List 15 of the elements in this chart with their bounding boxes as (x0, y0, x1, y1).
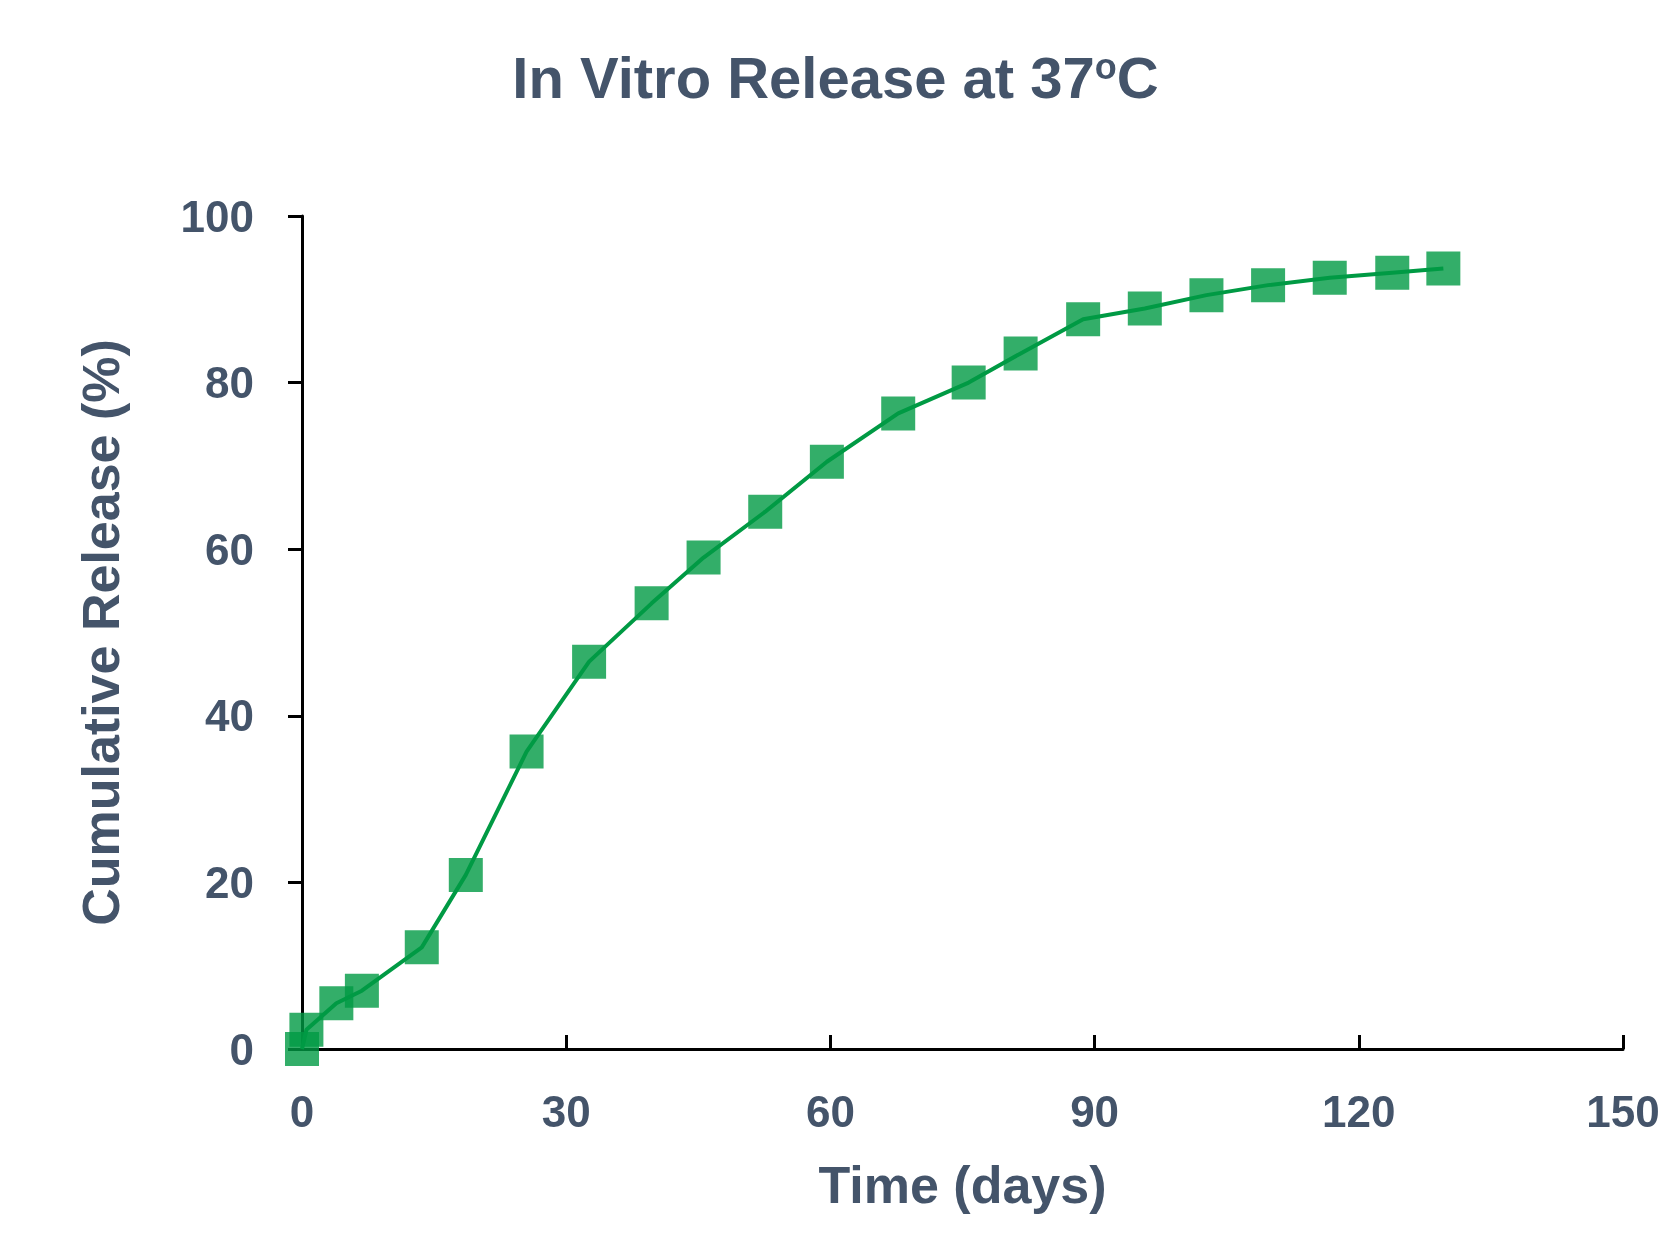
x-tick-label: 150 (1586, 1086, 1660, 1136)
y-axis-title: Cumulative Release (%) (72, 339, 130, 926)
y-tick-label: 0 (229, 1024, 254, 1074)
x-tick-label: 90 (1070, 1086, 1120, 1136)
y-tick-label: 80 (205, 358, 254, 408)
y-tick-label: 20 (205, 857, 254, 907)
x-tick-label: 60 (805, 1086, 855, 1136)
point (1426, 251, 1461, 286)
y-tick-label: 40 (205, 691, 254, 741)
y-tick-label: 60 (205, 524, 254, 574)
y-tick-label: 100 (180, 191, 254, 241)
x-tick-label: 30 (541, 1086, 591, 1136)
x-tick-label: 120 (1322, 1086, 1396, 1136)
x-tick-label: 0 (289, 1086, 315, 1136)
x-axis-title: Time (days) (818, 1156, 1107, 1214)
